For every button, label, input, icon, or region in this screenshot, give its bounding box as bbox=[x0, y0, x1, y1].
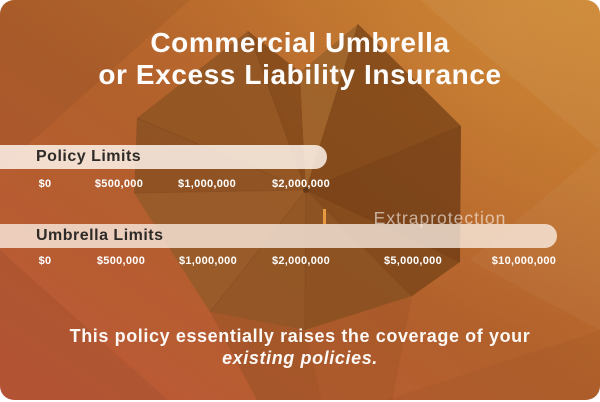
policy-scale-tick-2: $1,000,000 bbox=[177, 178, 237, 190]
footer-line-2: existing policies. bbox=[222, 347, 378, 368]
bg-facet bbox=[420, 0, 600, 150]
umbrella-scale-tick-4: $5,000,000 bbox=[383, 255, 443, 267]
extra-protection-tick bbox=[323, 209, 326, 224]
footer-text: This policy essentially raises the cover… bbox=[0, 326, 600, 369]
umbrella-scale-tick-2: $1,000,000 bbox=[178, 255, 238, 267]
policy-scale-tick-3: $2,000,000 bbox=[271, 178, 331, 190]
umbrella-ferrule bbox=[303, 187, 309, 193]
footer-line-1: This policy essentially raises the cover… bbox=[69, 326, 531, 346]
bg-facet bbox=[0, 250, 168, 400]
title-line-2: or Excess Liability Insurance bbox=[98, 58, 502, 90]
umbrella-scale-tick-1: $500,000 bbox=[96, 255, 146, 267]
umbrella-scale: $0 $500,000 $1,000,000 $2,000,000 $5,000… bbox=[0, 255, 600, 267]
umbrella-scale-tick-3: $2,000,000 bbox=[271, 255, 331, 267]
extra-protection-label: Extraprotection bbox=[373, 208, 507, 228]
bg-facet bbox=[0, 0, 190, 170]
policy-limits-label: Policy Limits bbox=[36, 148, 142, 165]
umbrella-shadow bbox=[305, 296, 412, 400]
umbrella-scale-tick-5: $10,000,000 bbox=[491, 255, 557, 267]
umbrella-scale-tick-0: $0 bbox=[38, 255, 52, 267]
policy-scale-tick-1: $500,000 bbox=[94, 178, 144, 190]
policy-scale-tick-0: $0 bbox=[38, 178, 52, 190]
title-line-1: Commercial Umbrella bbox=[150, 27, 450, 58]
policy-limits-bar: Policy Limits bbox=[0, 145, 327, 169]
policy-scale: $0 $500,000 $1,000,000 $2,000,000 bbox=[0, 178, 600, 190]
umbrella-limits-label: Umbrella Limits bbox=[36, 227, 164, 244]
umbrella-limits-bar: Umbrella Limits bbox=[0, 224, 557, 248]
umbrella-shadow bbox=[210, 312, 322, 400]
page-title: Commercial Umbrella or Excess Liability … bbox=[0, 27, 600, 90]
